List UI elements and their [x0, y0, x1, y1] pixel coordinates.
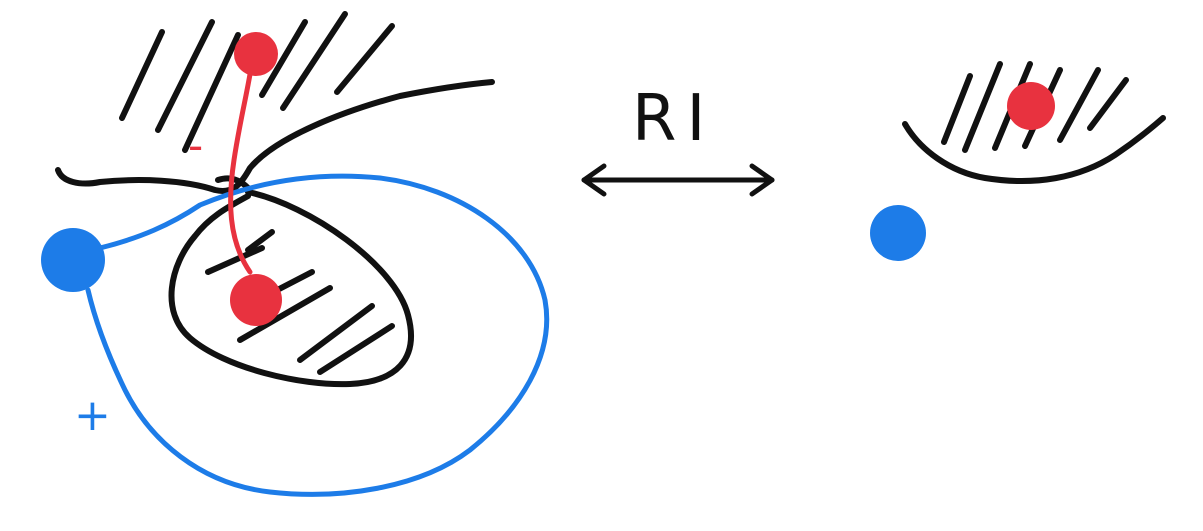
hatch-line	[1057, 67, 1101, 143]
hatch-line	[317, 323, 395, 375]
upper-region-hatching	[119, 11, 395, 153]
hatch-line	[245, 229, 275, 253]
hatch-line	[280, 11, 348, 111]
upper-boundary-curve	[55, 79, 495, 194]
hatch-line	[237, 285, 333, 343]
move-arrow-group: RI	[581, 82, 775, 197]
hatch-line	[155, 19, 215, 133]
arrow-head-left	[581, 163, 607, 197]
red-connector	[228, 59, 255, 275]
hatch-line	[297, 303, 375, 363]
hatch-line	[182, 32, 241, 153]
blue-loop	[85, 173, 550, 497]
positive-sign: +	[74, 390, 111, 441]
hatch-line	[119, 29, 165, 121]
move-label: RI	[632, 82, 715, 156]
hatch-line	[962, 61, 1003, 153]
red-point-bottom	[230, 274, 282, 326]
arrow-head-right	[749, 163, 775, 197]
hatch-line	[1087, 77, 1129, 131]
red-point-right	[1007, 82, 1055, 130]
hatch-line	[205, 245, 265, 275]
inner-loop	[168, 189, 414, 388]
negative-sign: -	[188, 121, 203, 170]
hatch-line	[259, 19, 308, 98]
hatch-line	[334, 23, 395, 95]
inner-boundary-curve	[215, 175, 251, 191]
right-boundary-curve	[902, 115, 1166, 185]
right-figure	[870, 61, 1166, 261]
hatch-line	[941, 73, 973, 145]
blue-point-right	[870, 205, 926, 261]
red-point-top	[234, 32, 278, 76]
left-figure: - +	[41, 11, 550, 497]
blue-point	[41, 228, 105, 292]
